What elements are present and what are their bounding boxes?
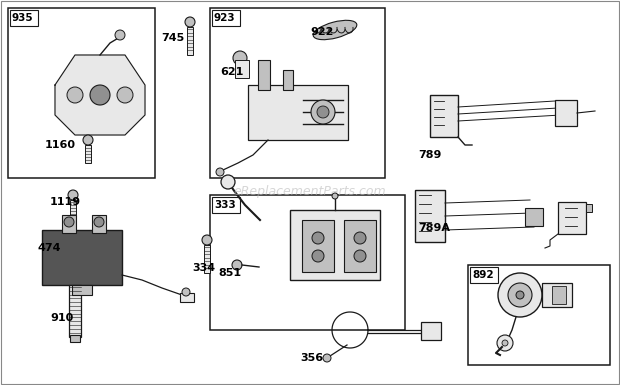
Bar — [204, 245, 210, 273]
Bar — [85, 145, 91, 163]
Bar — [248, 85, 348, 140]
Bar — [430, 95, 458, 137]
Bar — [258, 60, 270, 90]
Bar — [70, 335, 80, 342]
Circle shape — [498, 273, 542, 317]
Circle shape — [312, 250, 324, 262]
Text: 789: 789 — [418, 150, 441, 160]
Text: 334: 334 — [192, 263, 215, 273]
Circle shape — [312, 232, 324, 244]
Circle shape — [202, 235, 212, 245]
Bar — [8, 8, 155, 178]
Bar — [180, 293, 194, 302]
Text: 910: 910 — [50, 313, 73, 323]
Circle shape — [115, 30, 125, 40]
Bar — [586, 204, 592, 212]
Circle shape — [323, 354, 331, 362]
Circle shape — [90, 85, 110, 105]
Text: 789A: 789A — [418, 223, 450, 233]
Text: 1160: 1160 — [45, 140, 76, 150]
Bar — [283, 70, 293, 90]
Bar — [421, 322, 441, 340]
Bar — [415, 190, 445, 242]
Circle shape — [94, 217, 104, 227]
Bar — [210, 8, 385, 178]
Bar — [42, 230, 122, 285]
Bar — [525, 208, 543, 226]
Bar — [210, 195, 405, 330]
Bar — [212, 197, 240, 213]
Text: eReplacementParts.com: eReplacementParts.com — [234, 186, 386, 199]
Text: 922: 922 — [310, 27, 334, 37]
Circle shape — [64, 217, 74, 227]
Bar — [92, 215, 106, 233]
Bar — [552, 286, 566, 304]
Circle shape — [68, 190, 78, 200]
Circle shape — [233, 51, 247, 65]
Text: 923: 923 — [214, 13, 236, 23]
Text: 745: 745 — [162, 33, 185, 43]
Bar — [70, 200, 76, 222]
Circle shape — [354, 232, 366, 244]
Text: 356: 356 — [300, 353, 323, 363]
Bar — [69, 285, 81, 337]
Bar — [555, 100, 577, 126]
Circle shape — [117, 87, 133, 103]
Circle shape — [508, 283, 532, 307]
Circle shape — [185, 17, 195, 27]
Text: 333: 333 — [214, 200, 236, 210]
Bar — [558, 202, 586, 234]
Circle shape — [317, 106, 329, 118]
Ellipse shape — [313, 20, 357, 40]
Circle shape — [516, 291, 524, 299]
Circle shape — [311, 100, 335, 124]
Bar — [344, 220, 376, 272]
Bar — [187, 27, 193, 55]
Circle shape — [232, 260, 242, 270]
Bar — [212, 10, 240, 26]
Bar — [235, 60, 249, 78]
Circle shape — [182, 288, 190, 296]
Bar — [290, 210, 380, 280]
Circle shape — [497, 335, 513, 351]
Bar — [468, 265, 610, 365]
Bar — [10, 10, 38, 26]
Bar — [302, 220, 334, 272]
Polygon shape — [55, 55, 145, 135]
Text: 621: 621 — [220, 67, 244, 77]
Text: 474: 474 — [38, 243, 61, 253]
Text: 1119: 1119 — [50, 197, 81, 207]
Bar — [470, 267, 498, 283]
Text: 935: 935 — [12, 13, 33, 23]
Circle shape — [216, 168, 224, 176]
Text: 851: 851 — [218, 268, 241, 278]
Bar — [72, 285, 92, 295]
Circle shape — [67, 87, 83, 103]
Circle shape — [354, 250, 366, 262]
Circle shape — [83, 135, 93, 145]
Bar — [542, 283, 572, 307]
Circle shape — [332, 193, 338, 199]
Circle shape — [502, 340, 508, 346]
Text: 892: 892 — [472, 270, 494, 280]
Bar — [62, 215, 76, 233]
Circle shape — [221, 175, 235, 189]
